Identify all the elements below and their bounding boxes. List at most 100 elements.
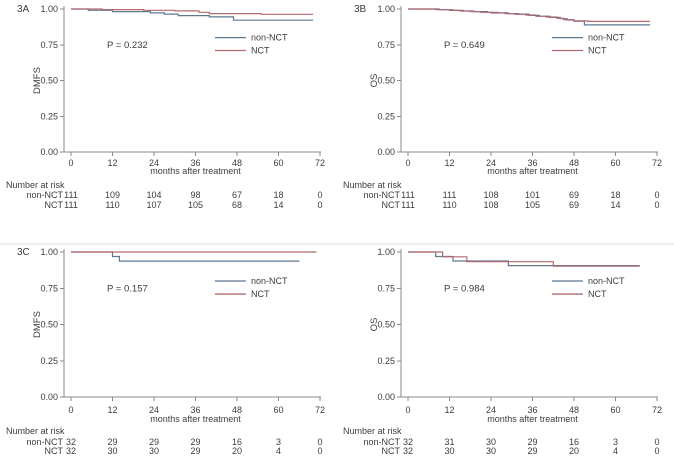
legend-label-non-nct: non-NCT (588, 276, 625, 286)
risk-count: 68 (232, 200, 242, 210)
risk-count: 108 (483, 200, 498, 210)
km-plot-3d: 0.00 0.25 0.50 0.75 1.00 OS 0 12 24 36 48 60 72 month… (337, 243, 674, 456)
y-tick-label: 0.50 (40, 320, 58, 330)
legend-label-nct: NCT (251, 45, 270, 55)
risk-count: 0 (317, 200, 322, 210)
km-plot-3b: 3B 0.00 0.25 0.50 0.75 1.00 OS 0 12 24 36 48 60 72 mon… (343, 4, 662, 210)
risk-count: 111 (401, 190, 415, 200)
km-curve-non-nct (71, 8, 314, 21)
km-plot-3a: 3A 0.00 0.25 0.50 0.75 1.00 DMFS 0 12 24 36 48 60 72 m… (6, 4, 325, 210)
x-tick-label: 0 (68, 158, 73, 168)
risk-count: 109 (105, 190, 120, 200)
risk-count: 69 (569, 190, 579, 200)
legend-label-non-nct: non-NCT (251, 276, 288, 286)
legend-label-nct: NCT (588, 289, 607, 299)
x-axis-label: months after treatment (487, 414, 578, 424)
panel-label: 3B (354, 4, 367, 15)
risk-count: 0 (654, 437, 659, 447)
risk-count: 111 (64, 190, 78, 200)
x-tick-label: 36 (527, 405, 537, 415)
y-tick-label: 0.50 (377, 76, 395, 86)
x-tick-label: 48 (232, 158, 242, 168)
y-tick-label: 1.00 (40, 4, 58, 14)
x-tick-label: 0 (405, 405, 410, 415)
panel-3c: 3C 0.00 0.25 0.50 0.75 1.00 DMFS 0 12 24 36 48 60 72 m… (0, 232, 337, 465)
risk-count: 3 (613, 437, 618, 447)
x-tick-label: 0 (68, 405, 73, 415)
risk-count: 29 (190, 446, 200, 456)
risk-count: 0 (654, 200, 659, 210)
x-tick-label: 36 (190, 158, 200, 168)
risk-count: 20 (232, 446, 242, 456)
risk-count: 111 (64, 200, 78, 210)
p-value: P = 0.232 (107, 40, 148, 51)
risk-count: 111 (401, 200, 415, 210)
risk-row-label-non-nct: non-NCT (363, 190, 400, 200)
risk-count: 18 (610, 190, 620, 200)
panel-3b: 3B 0.00 0.25 0.50 0.75 1.00 OS 0 12 24 36 48 60 72 mon… (337, 0, 674, 232)
risk-count: 16 (569, 437, 579, 447)
y-tick-label: 0.00 (377, 147, 395, 157)
risk-count: 14 (610, 200, 620, 210)
risk-table-title: Number at risk (6, 426, 65, 436)
x-tick-label: 24 (486, 158, 496, 168)
x-tick-label: 60 (610, 405, 620, 415)
y-axis-label: OS (369, 318, 380, 332)
legend-label-non-nct: non-NCT (251, 33, 288, 43)
y-tick-label: 1.00 (377, 247, 395, 257)
risk-count: 30 (486, 437, 496, 447)
risk-count: 30 (444, 446, 454, 456)
risk-row-label-non-nct: non-NCT (26, 190, 63, 200)
risk-count: 32 (66, 437, 76, 447)
y-tick-label: 0.00 (40, 392, 58, 402)
x-tick-label: 12 (107, 158, 117, 168)
risk-count: 16 (232, 437, 242, 447)
risk-count: 0 (317, 446, 322, 456)
x-tick-label: 12 (444, 158, 454, 168)
risk-row-label-nct: NCT (45, 446, 64, 456)
y-tick-label: 0.25 (377, 356, 395, 366)
risk-table-title: Number at risk (6, 180, 65, 190)
y-tick-label: 0.00 (40, 147, 58, 157)
risk-row-label-nct: NCT (382, 200, 401, 210)
x-tick-label: 72 (652, 158, 662, 168)
risk-count: 29 (107, 437, 117, 447)
risk-count: 69 (569, 200, 579, 210)
km-curve-nct (408, 251, 640, 267)
x-tick-label: 48 (569, 405, 579, 415)
panel-3d: 0.00 0.25 0.50 0.75 1.00 OS 0 12 24 36 48 60 72 month… (337, 232, 674, 465)
y-tick-label: 0.75 (377, 40, 395, 50)
risk-row-label-nct: NCT (45, 200, 64, 210)
risk-count: 108 (483, 190, 498, 200)
risk-count: 4 (613, 446, 618, 456)
panel-label: 3C (17, 247, 30, 258)
y-axis-label: OS (369, 74, 380, 88)
risk-count: 29 (190, 437, 200, 447)
y-axis-label: DMFS (32, 67, 43, 94)
p-value: P = 0.984 (444, 283, 485, 294)
risk-table-title: Number at risk (343, 426, 402, 436)
risk-count: 107 (146, 200, 161, 210)
risk-count: 31 (444, 437, 454, 447)
risk-count: 67 (232, 190, 242, 200)
risk-count: 14 (273, 200, 283, 210)
x-axis-label: months after treatment (150, 166, 241, 176)
risk-count: 29 (149, 437, 159, 447)
y-tick-label: 0.75 (40, 283, 58, 293)
risk-count: 105 (188, 200, 203, 210)
y-tick-label: 0.25 (40, 356, 58, 366)
y-tick-label: 0.75 (40, 40, 58, 50)
km-curve-nct (71, 8, 314, 15)
risk-count: 98 (190, 190, 200, 200)
x-tick-label: 36 (527, 158, 537, 168)
y-tick-label: 0.25 (40, 111, 58, 121)
y-axis-label: DMFS (32, 311, 43, 338)
risk-count: 29 (527, 446, 537, 456)
panel-3a: 3A 0.00 0.25 0.50 0.75 1.00 DMFS 0 12 24 36 48 60 72 m… (0, 0, 337, 232)
risk-row-label-non-nct: non-NCT (26, 437, 63, 447)
x-tick-label: 24 (149, 158, 159, 168)
panel-label: 3A (17, 4, 30, 15)
x-tick-label: 72 (315, 158, 325, 168)
x-tick-label: 60 (610, 158, 620, 168)
risk-count: 29 (527, 437, 537, 447)
